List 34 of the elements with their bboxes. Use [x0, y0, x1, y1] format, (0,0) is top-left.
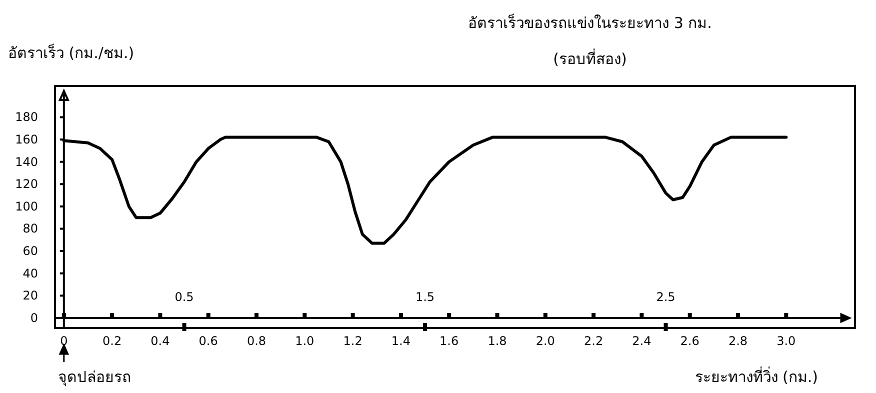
- y-tick-label: 160: [15, 132, 38, 147]
- x-tick-label: 2.6: [680, 334, 700, 348]
- x-tick-label: 1.0: [295, 334, 314, 348]
- x-tick-label: 0.6: [198, 334, 218, 348]
- y-tick-label: 40: [22, 266, 38, 280]
- x-tick-label: 1.6: [440, 334, 459, 348]
- y-tick-label: 20: [22, 288, 38, 303]
- x-tick-label: 0.4: [150, 334, 170, 348]
- text: จุดปล่อยรถ: [58, 368, 131, 387]
- x-tick-label: 2.8: [728, 334, 748, 348]
- x-tick-label: 2.2: [584, 334, 604, 348]
- x-tick-label: 3.0: [776, 334, 796, 348]
- y-tick-label: 140: [15, 154, 38, 169]
- y-tick-label: 120: [15, 177, 38, 192]
- y-axis-title: อัตราเร็ว (กม./ชม.): [8, 43, 134, 62]
- x2-tick-label: 1.5: [415, 290, 435, 304]
- x-tick-label: 2.4: [632, 334, 652, 348]
- x-tick-label: 2.0: [536, 334, 555, 348]
- y-tick-label: 100: [15, 199, 38, 214]
- chart-subtitle: (รอบที่สอง): [553, 48, 627, 68]
- y-tick-label: 180: [15, 110, 38, 124]
- y-tick-label: 80: [22, 222, 38, 236]
- x-tick-label: 1.2: [343, 334, 362, 348]
- x-tick-label: 1.8: [488, 334, 507, 348]
- x-tick-label: 0: [60, 334, 68, 348]
- y-tick-label: 0: [30, 310, 38, 325]
- x-tick-label: 1.4: [391, 334, 410, 348]
- x-tick-label: 0.8: [246, 334, 266, 348]
- x-tick-label: 0.2: [102, 334, 122, 348]
- y-tick-label: 60: [22, 244, 38, 258]
- chart-title: อัตราเร็วของรถแข่งในระยะทาง 3 กม.: [468, 13, 712, 32]
- x-axis-title: ระยะทางที่วิ่ง (กม.): [694, 366, 818, 386]
- x2-tick-label: 0.5: [174, 290, 194, 304]
- x2-tick-label: 2.5: [656, 290, 676, 304]
